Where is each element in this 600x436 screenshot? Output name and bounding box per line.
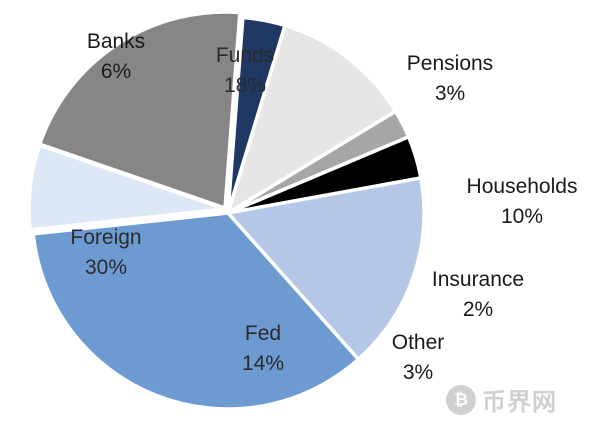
slice-value-pensions: 3%	[435, 82, 465, 105]
pie-slice-banks	[27, 143, 227, 232]
slice-value-fed: 14%	[242, 352, 284, 375]
slice-value-funds: 18%	[224, 74, 266, 97]
slice-label-households: Households	[467, 175, 578, 198]
slice-label-fed: Fed	[245, 322, 281, 345]
slice-value-households: 10%	[501, 205, 543, 228]
watermark-bitcoin-icon: ₿	[446, 384, 476, 415]
pie-slice-foreign	[31, 211, 361, 411]
slice-value-foreign: 30%	[85, 256, 127, 279]
watermark-text: 币界网	[482, 388, 557, 416]
slice-value-banks: 6%	[101, 60, 131, 83]
slice-value-insurance: 2%	[463, 298, 493, 321]
slice-label-banks: Banks	[87, 30, 145, 53]
slice-label-other: Other	[392, 331, 445, 354]
pie-slice-funds	[37, 10, 242, 210]
pie-slice-fed	[226, 176, 426, 362]
slice-label-funds: Funds	[216, 44, 274, 67]
slice-label-insurance: Insurance	[432, 268, 524, 291]
slice-label-pensions: Pensions	[407, 52, 493, 75]
pie-slice-households	[226, 23, 398, 215]
watermark: ₿ 币界网	[446, 382, 557, 417]
slice-label-foreign: Foreign	[70, 226, 141, 249]
slice-value-other: 3%	[403, 361, 433, 384]
